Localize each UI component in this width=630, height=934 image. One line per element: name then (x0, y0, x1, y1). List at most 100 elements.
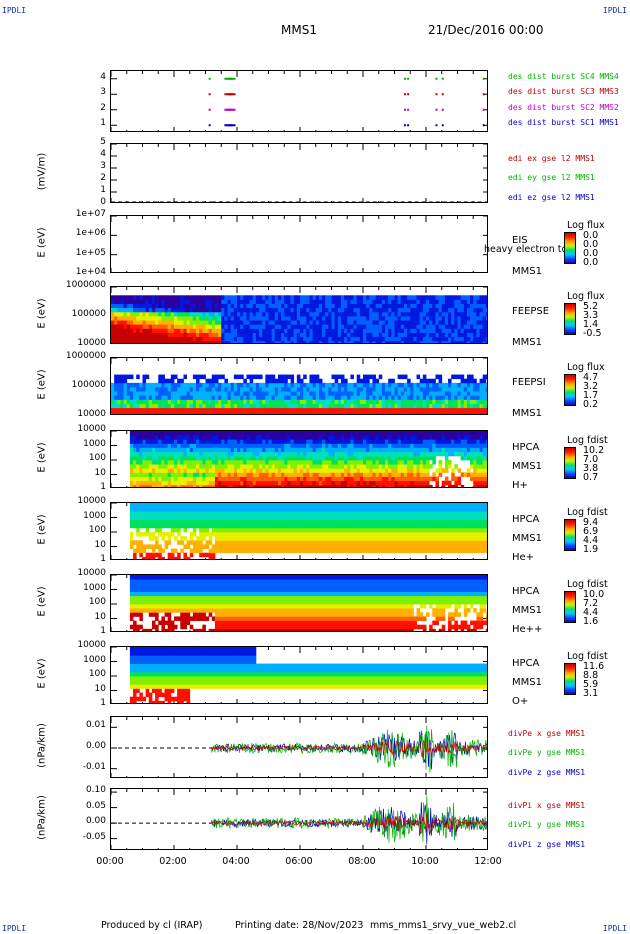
heatmap-cell (340, 374, 345, 380)
heatmap-cell (142, 303, 147, 309)
heatmap-cell (482, 407, 487, 413)
heatmap-cell (164, 443, 169, 448)
heatmap-cell (271, 340, 276, 343)
heatmap-cell (183, 320, 187, 325)
heatmap-cell (359, 468, 364, 473)
heatmap-cell (243, 307, 247, 313)
heatmap-cell (429, 407, 433, 413)
heatmap-cell (177, 472, 181, 477)
heatmap-cell (189, 382, 194, 388)
heatmap-cell (347, 451, 351, 457)
heatmap-cell (237, 295, 241, 300)
heatmap-cell (347, 320, 351, 325)
heatmap-cell (211, 336, 216, 342)
heatmap-cell (466, 407, 471, 413)
heatmap-cell (303, 395, 307, 400)
heatmap-cell (277, 336, 282, 342)
heatmap-cell (394, 460, 399, 465)
heatmap-cell (161, 328, 165, 333)
heatmap-cell (353, 407, 358, 413)
heatmap-cell (429, 395, 433, 400)
heatmap-cell (426, 303, 430, 309)
burst-mark (208, 93, 211, 96)
heatmap-cell (211, 515, 216, 520)
heatmap-cell (142, 328, 147, 333)
heatmap-cell (161, 403, 165, 409)
heatmap-cell (422, 407, 427, 413)
heatmap-cell (139, 295, 143, 300)
heatmap-cell (170, 299, 175, 304)
heatmap-cell (394, 332, 399, 338)
heatmap-cell (211, 382, 216, 388)
heatmap-cell (391, 340, 395, 343)
heatmap-cell (366, 439, 370, 444)
colorbar-value: 3.3 (583, 310, 599, 321)
heatmap-cell (136, 407, 140, 413)
heatmap-cell (476, 382, 480, 388)
heatmap-cell (186, 403, 191, 409)
heatmap-cell (410, 324, 414, 329)
heatmap-cell (429, 464, 433, 469)
heatmap-cell (426, 336, 430, 342)
heatmap-cell (350, 476, 354, 482)
heatmap-cell (221, 464, 225, 469)
heatmap-cell (482, 382, 487, 388)
heatmap-cell (199, 532, 203, 537)
heatmap-cell (403, 443, 408, 448)
heatmap-cell (218, 540, 222, 545)
heatmap-cell (369, 387, 373, 392)
heatmap-cell (403, 336, 408, 342)
heatmap-cell (224, 455, 228, 461)
heatmap-cell (214, 316, 219, 321)
heatmap-cell (407, 460, 411, 465)
heatmap-cell (451, 395, 455, 400)
heatmap-cell (208, 431, 213, 436)
heatmap-cell (413, 295, 417, 300)
heatmap-cell (438, 460, 443, 465)
heatmap-cell (186, 468, 191, 473)
heatmap-cell (164, 391, 169, 396)
heatmap-cell (145, 391, 150, 396)
heatmap-cell (177, 316, 181, 321)
heatmap-cell (485, 443, 487, 448)
heatmap-cell (155, 407, 159, 413)
heatmap-cell (403, 332, 408, 338)
heatmap-cell (117, 395, 121, 400)
heatmap-cell (155, 336, 159, 342)
heatmap-cell (120, 311, 124, 317)
heatmap-cell (306, 387, 310, 392)
heatmap-cell (400, 391, 405, 396)
heatmap-cell (252, 307, 257, 313)
heatmap-cell (133, 460, 137, 465)
heatmap-cell (136, 532, 140, 537)
heatmap-cell (274, 460, 279, 465)
heatmap-cell (151, 536, 156, 541)
heatmap-cell (271, 439, 276, 444)
heatmap-cell (237, 336, 241, 342)
heatmap-cell (460, 403, 465, 409)
heatmap-cell (164, 320, 169, 325)
heatmap-cell (180, 295, 184, 300)
heatmap-cell (372, 378, 376, 384)
heatmap-cell (318, 447, 323, 453)
heatmap-cell (136, 316, 140, 321)
heatmap-cell (334, 455, 339, 461)
heatmap-cell (252, 332, 257, 338)
heatmap-cell (161, 476, 165, 482)
heatmap-cell (177, 320, 181, 325)
heatmap-cell (378, 324, 383, 329)
heatmap-cell (309, 303, 313, 309)
heatmap-cell (230, 472, 235, 477)
heatmap-cell (214, 468, 219, 473)
heatmap-cell (284, 374, 288, 380)
heatmap-cell (337, 464, 342, 469)
heatmap-cell (148, 382, 153, 388)
heatmap-cell (224, 472, 228, 477)
heatmap-cell (189, 532, 194, 537)
heatmap-cell (422, 299, 427, 304)
heatmap-cell (189, 515, 194, 520)
heatmap-cell (470, 295, 474, 300)
heatmap-cell (287, 403, 291, 409)
heatmap-cell (214, 519, 219, 525)
heatmap-cell (287, 468, 291, 473)
